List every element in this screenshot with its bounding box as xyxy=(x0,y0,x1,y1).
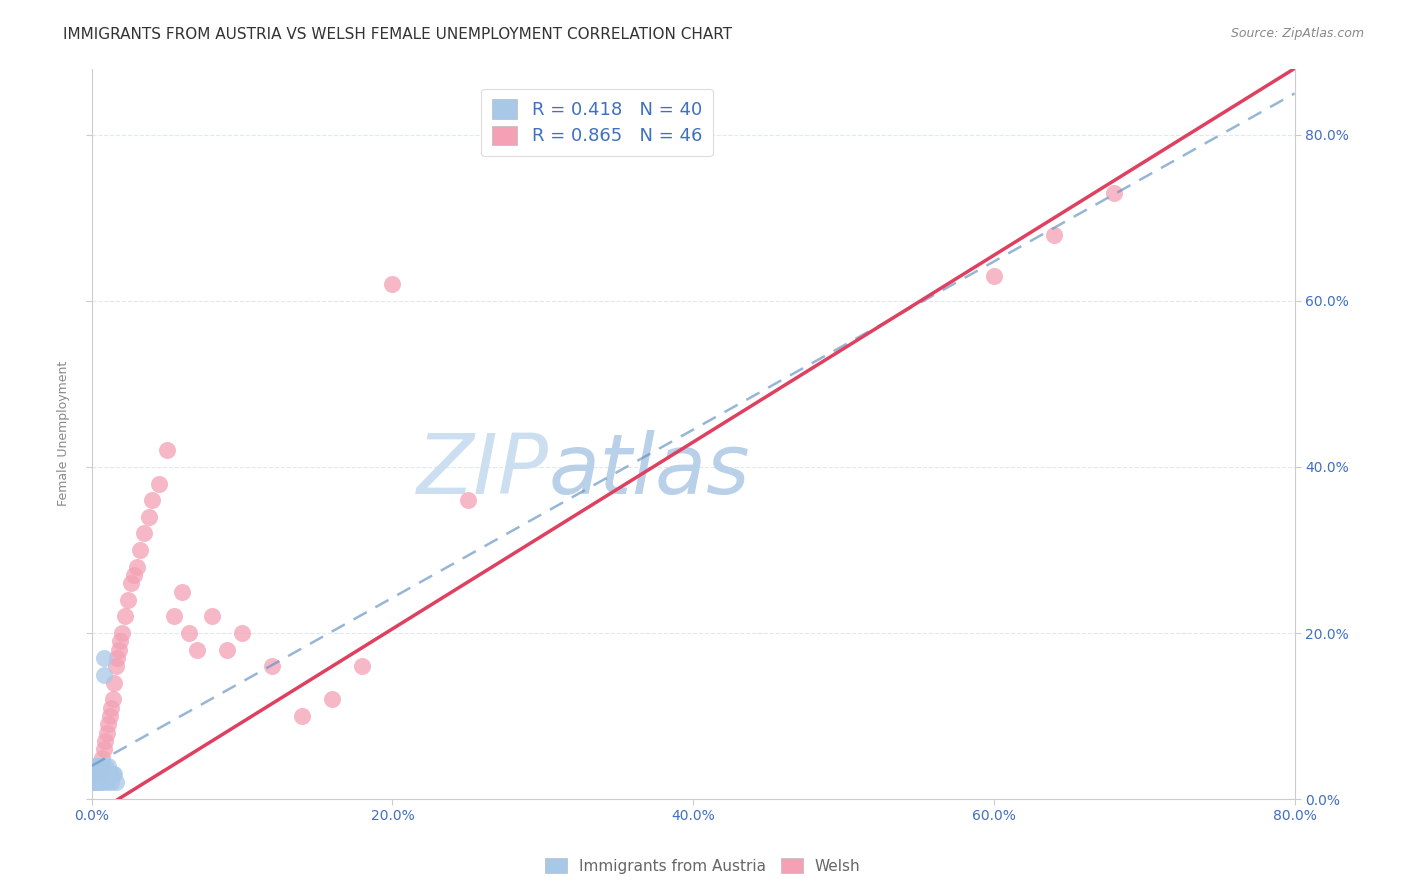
Point xyxy=(89,767,111,781)
Point xyxy=(96,775,118,789)
Point xyxy=(91,767,114,781)
Point xyxy=(128,543,150,558)
Point xyxy=(94,734,117,748)
Point xyxy=(82,759,104,773)
Point xyxy=(96,725,118,739)
Point xyxy=(94,759,117,773)
Point xyxy=(215,642,238,657)
Point xyxy=(90,775,112,789)
Point xyxy=(83,775,105,789)
Point xyxy=(107,642,129,657)
Point xyxy=(89,767,111,781)
Point xyxy=(90,767,112,781)
Point xyxy=(231,626,253,640)
Point xyxy=(117,592,139,607)
Point xyxy=(100,775,122,789)
Point xyxy=(97,759,120,773)
Point xyxy=(89,759,111,773)
Point xyxy=(94,767,117,781)
Point xyxy=(93,667,115,681)
Point xyxy=(122,568,145,582)
Point xyxy=(186,642,208,657)
Point xyxy=(120,576,142,591)
Point xyxy=(87,759,110,773)
Point xyxy=(98,767,121,781)
Legend: R = 0.418   N = 40, R = 0.865   N = 46: R = 0.418 N = 40, R = 0.865 N = 46 xyxy=(481,88,713,156)
Point xyxy=(983,268,1005,283)
Point xyxy=(125,559,148,574)
Point xyxy=(91,750,114,764)
Point xyxy=(101,692,124,706)
Point xyxy=(103,676,125,690)
Point xyxy=(91,775,114,789)
Point xyxy=(97,717,120,731)
Point xyxy=(170,584,193,599)
Point xyxy=(134,526,156,541)
Point xyxy=(83,759,105,773)
Point xyxy=(90,759,112,773)
Point xyxy=(84,759,107,773)
Point xyxy=(91,759,114,773)
Point xyxy=(156,443,179,458)
Legend: Immigrants from Austria, Welsh: Immigrants from Austria, Welsh xyxy=(540,852,866,880)
Point xyxy=(457,493,479,508)
Point xyxy=(90,759,112,773)
Point xyxy=(141,493,163,508)
Point xyxy=(83,767,105,781)
Point xyxy=(110,634,132,648)
Point xyxy=(104,775,127,789)
Point xyxy=(87,767,110,781)
Text: atlas: atlas xyxy=(548,430,751,511)
Point xyxy=(87,775,110,789)
Point xyxy=(381,277,404,292)
Point xyxy=(93,742,115,756)
Y-axis label: Female Unemployment: Female Unemployment xyxy=(58,361,70,507)
Point xyxy=(89,767,111,781)
Point xyxy=(138,509,160,524)
Point xyxy=(111,626,134,640)
Point xyxy=(84,767,107,781)
Point xyxy=(98,709,121,723)
Point xyxy=(101,767,124,781)
Point xyxy=(96,767,118,781)
Point xyxy=(82,775,104,789)
Text: IMMIGRANTS FROM AUSTRIA VS WELSH FEMALE UNEMPLOYMENT CORRELATION CHART: IMMIGRANTS FROM AUSTRIA VS WELSH FEMALE … xyxy=(63,27,733,42)
Point xyxy=(291,709,314,723)
Point xyxy=(84,775,107,789)
Point xyxy=(148,476,170,491)
Point xyxy=(1102,186,1125,200)
Point xyxy=(84,759,107,773)
Point xyxy=(179,626,201,640)
Point xyxy=(100,700,122,714)
Point xyxy=(87,767,110,781)
Point xyxy=(114,609,136,624)
Point xyxy=(103,767,125,781)
Point xyxy=(262,659,284,673)
Point xyxy=(352,659,374,673)
Text: Source: ZipAtlas.com: Source: ZipAtlas.com xyxy=(1230,27,1364,40)
Point xyxy=(83,767,105,781)
Point xyxy=(89,775,111,789)
Point xyxy=(82,767,104,781)
Point xyxy=(1043,227,1066,242)
Point xyxy=(93,651,115,665)
Point xyxy=(83,767,105,781)
Point xyxy=(97,767,120,781)
Point xyxy=(201,609,224,624)
Point xyxy=(105,651,128,665)
Text: ZIP: ZIP xyxy=(416,430,548,511)
Point xyxy=(83,767,105,781)
Point xyxy=(104,659,127,673)
Point xyxy=(321,692,343,706)
Point xyxy=(84,767,107,781)
Point xyxy=(84,767,107,781)
Point xyxy=(163,609,186,624)
Point xyxy=(87,759,110,773)
